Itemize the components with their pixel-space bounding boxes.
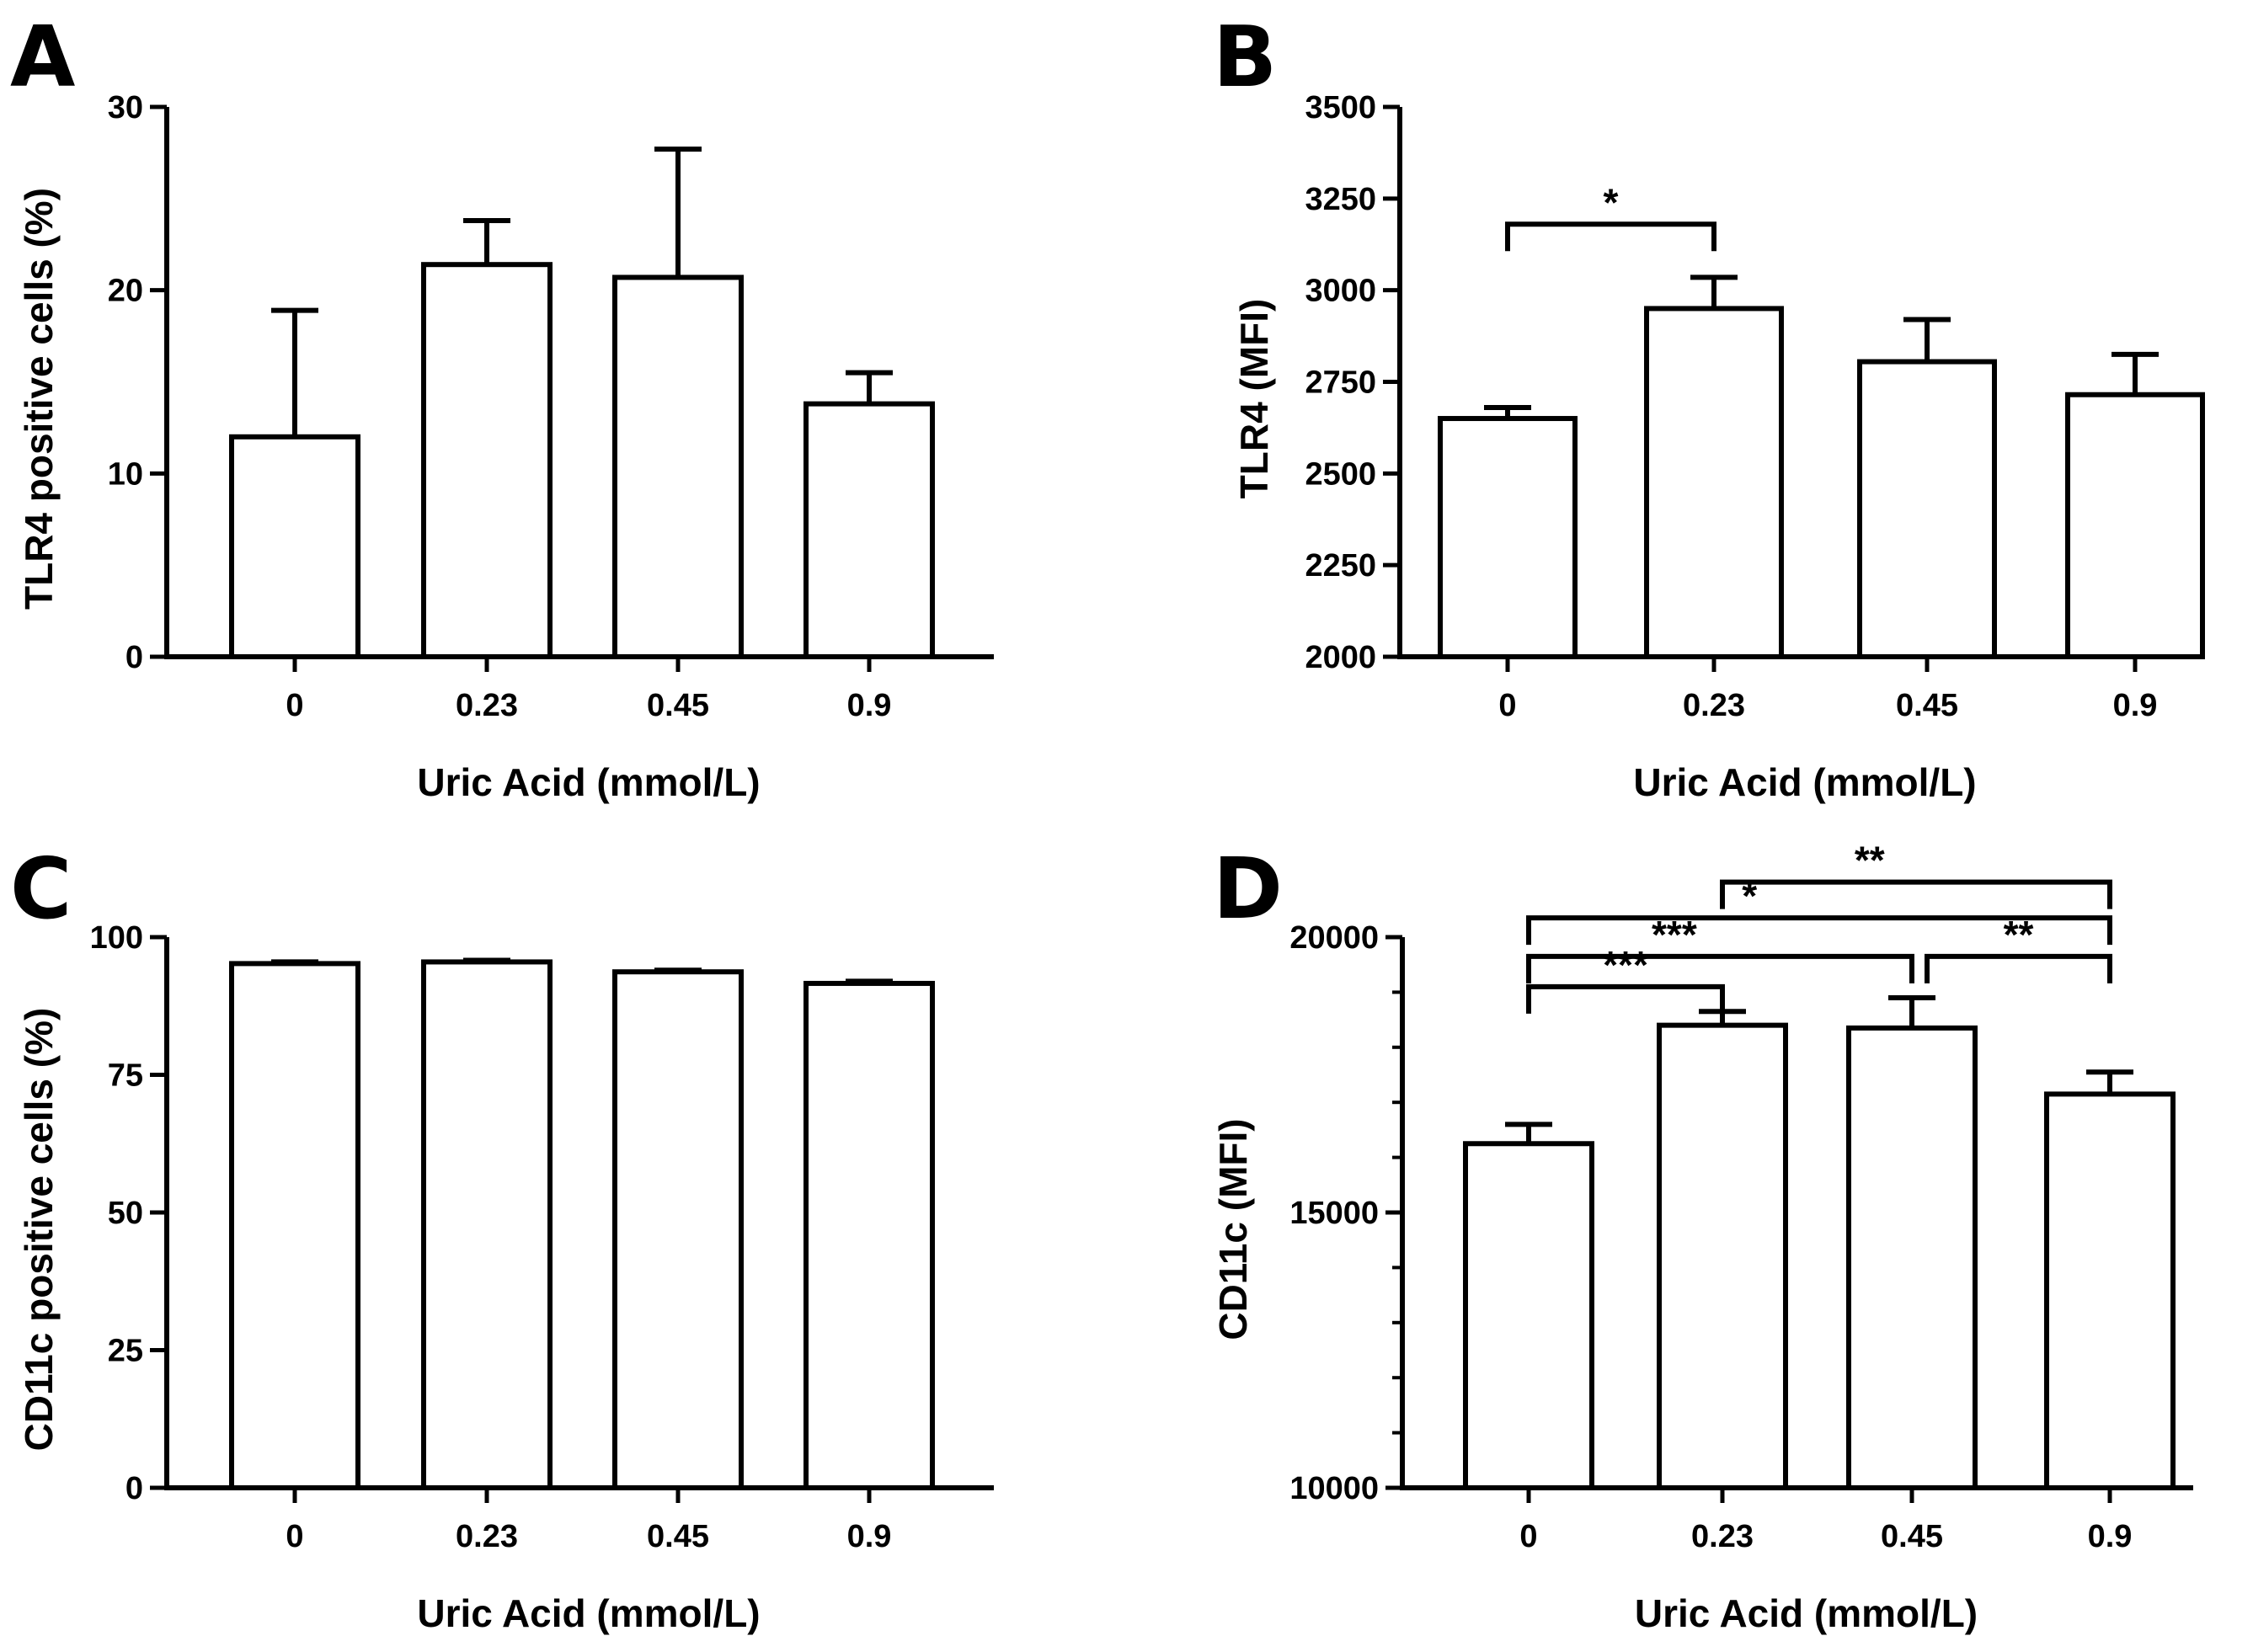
y-tick-label: 50 bbox=[108, 1196, 143, 1231]
x-tick-label: 0.45 bbox=[1896, 688, 1958, 723]
bar bbox=[1463, 1141, 1594, 1490]
y-tick-label: 30 bbox=[108, 90, 143, 125]
significance-bracket bbox=[1526, 915, 2112, 946]
x-tick-label: 0.45 bbox=[1881, 1519, 1943, 1554]
x-tick-label: 0.23 bbox=[456, 688, 518, 723]
bar bbox=[2065, 392, 2205, 659]
bar bbox=[803, 980, 935, 1491]
panel-letter: C bbox=[10, 839, 72, 938]
y-axis-title: CD11c (MFI) bbox=[1211, 1118, 1255, 1340]
y-tick-label: 0 bbox=[125, 1471, 143, 1506]
significance-bracket bbox=[1505, 221, 1716, 252]
bar bbox=[1846, 1025, 1978, 1491]
y-tick-label: 3500 bbox=[1305, 90, 1376, 125]
x-tick-label: 0.45 bbox=[647, 1519, 709, 1554]
bar bbox=[1438, 416, 1578, 659]
x-tick-label: 0 bbox=[286, 1519, 303, 1554]
bar bbox=[1857, 359, 1997, 659]
x-tick-label: 0.9 bbox=[2088, 1519, 2133, 1554]
x-axis-title: Uric Acid (mmol/L) bbox=[1635, 1591, 1978, 1635]
bar bbox=[612, 274, 744, 659]
y-tick-label: 3250 bbox=[1305, 182, 1376, 217]
x-tick-label: 0.23 bbox=[1691, 1519, 1754, 1554]
x-tick-label: 0.45 bbox=[647, 688, 709, 723]
y-tick-label: 10000 bbox=[1289, 1471, 1379, 1506]
panel-letter: A bbox=[10, 8, 75, 106]
x-tick-label: 0.9 bbox=[847, 688, 892, 723]
y-tick-label: 20000 bbox=[1289, 920, 1379, 956]
panel-letter: D bbox=[1213, 839, 1283, 938]
y-axis-title: TLR4 (MFI) bbox=[1232, 299, 1276, 499]
y-tick-label: 2000 bbox=[1305, 640, 1376, 675]
bar bbox=[612, 969, 744, 1490]
y-axis-title: CD11c positive cells (%) bbox=[17, 1008, 61, 1452]
y-tick-label: 2250 bbox=[1305, 548, 1376, 584]
y-tick-label: 75 bbox=[108, 1058, 143, 1094]
x-tick-label: 0.9 bbox=[2113, 688, 2158, 723]
bar bbox=[229, 434, 360, 659]
x-tick-label: 0.23 bbox=[456, 1519, 518, 1554]
panel-b: B 2000 2250 2500 2750 3000 3250 3500 0 0.23 0.45 0… bbox=[1213, 8, 2205, 804]
y-axis-title: TLR4 positive cells (%) bbox=[17, 188, 61, 610]
panel-c: C 0 25 50 75 100 0 0.23 0.45 0.9 Uric Acid (mmol/… bbox=[10, 839, 994, 1635]
panel-a: A 0 10 20 30 0 0.23 0.45 0.9 Uric Acid (mmol/L) T… bbox=[10, 8, 994, 804]
y-tick-label: 2500 bbox=[1305, 456, 1376, 492]
bar bbox=[803, 401, 935, 659]
y-tick-label: 0 bbox=[125, 640, 143, 675]
bar bbox=[2044, 1091, 2176, 1490]
significance-label: * bbox=[1604, 180, 1619, 224]
bar bbox=[1657, 1022, 1788, 1490]
significance-label: * bbox=[1742, 874, 1757, 918]
significance-bracket bbox=[1925, 953, 2112, 983]
x-tick-label: 0 bbox=[1519, 1519, 1537, 1554]
bar bbox=[421, 959, 553, 1491]
x-tick-label: 0.23 bbox=[1683, 688, 1745, 723]
x-tick-label: 0.9 bbox=[847, 1519, 892, 1554]
significance-bracket bbox=[1526, 953, 1914, 983]
y-tick-label: 100 bbox=[90, 920, 143, 956]
y-tick-label: 3000 bbox=[1305, 274, 1376, 309]
bar bbox=[1644, 306, 1784, 659]
significance-label: *** bbox=[1603, 943, 1648, 987]
x-tick-label: 0 bbox=[286, 688, 303, 723]
bar bbox=[229, 961, 360, 1490]
y-tick-label: 2750 bbox=[1305, 365, 1376, 401]
x-axis-title: Uric Acid (mmol/L) bbox=[417, 760, 760, 804]
significance-bracket bbox=[1720, 879, 2112, 909]
y-tick-label: 20 bbox=[108, 274, 143, 309]
y-tick-label: 25 bbox=[108, 1334, 143, 1369]
y-tick-label: 15000 bbox=[1289, 1196, 1379, 1231]
bar bbox=[421, 262, 553, 659]
x-tick-label: 0 bbox=[1498, 688, 1516, 723]
significance-bracket bbox=[1526, 983, 1725, 1014]
x-axis-title: Uric Acid (mmol/L) bbox=[1633, 760, 1976, 804]
y-tick-label: 10 bbox=[108, 456, 143, 492]
significance-label: ** bbox=[1855, 839, 1885, 882]
x-axis-title: Uric Acid (mmol/L) bbox=[417, 1591, 760, 1635]
panel-letter: B bbox=[1213, 8, 1277, 106]
